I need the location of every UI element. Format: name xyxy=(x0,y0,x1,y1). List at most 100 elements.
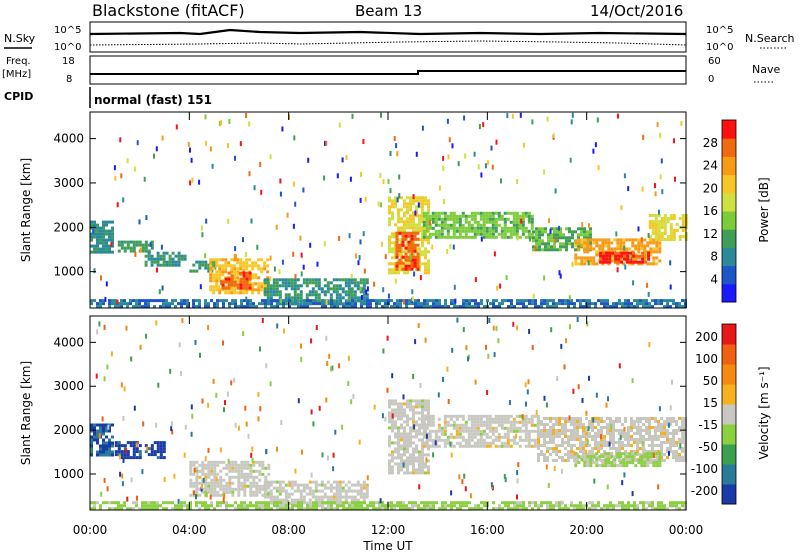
data-cell xyxy=(651,226,655,229)
data-cell xyxy=(636,302,639,306)
data-cell xyxy=(102,450,105,454)
data-cell xyxy=(276,504,279,508)
data-cell xyxy=(651,426,654,429)
data-cell xyxy=(510,302,513,306)
data-cell xyxy=(344,495,348,499)
data-cell xyxy=(195,481,199,485)
data-cell xyxy=(530,423,534,427)
data-cell xyxy=(618,417,621,420)
data-cell xyxy=(363,501,366,505)
data-cell xyxy=(278,293,282,297)
data-cell xyxy=(452,235,456,239)
data-cell xyxy=(222,302,225,306)
data-cell xyxy=(464,444,468,448)
data-cell xyxy=(628,247,632,251)
data-cell xyxy=(255,469,259,473)
noise-cell xyxy=(581,398,584,403)
data-cell xyxy=(317,281,321,285)
data-cell xyxy=(434,435,438,439)
data-cell xyxy=(537,507,540,511)
data-cell xyxy=(479,414,483,418)
noise-cell xyxy=(490,145,493,151)
data-cell xyxy=(630,435,633,438)
data-cell xyxy=(518,223,522,227)
noise-cell xyxy=(136,495,138,501)
data-cell xyxy=(403,211,406,215)
noise-cell xyxy=(415,151,418,157)
data-cell xyxy=(470,229,474,233)
noise-cell xyxy=(302,264,305,270)
data-cell xyxy=(359,278,363,282)
data-cell xyxy=(446,438,450,442)
data-cell xyxy=(288,299,291,303)
data-cell xyxy=(455,217,459,221)
noise-cell xyxy=(454,298,457,304)
data-cell xyxy=(500,217,504,221)
data-cell xyxy=(275,290,279,294)
data-cell xyxy=(93,247,96,251)
data-cell xyxy=(424,402,427,406)
data-cell xyxy=(654,429,657,432)
data-cell xyxy=(347,290,351,294)
data-cell xyxy=(524,420,528,424)
data-cell xyxy=(294,504,297,508)
data-cell xyxy=(491,223,495,227)
data-cell xyxy=(524,423,528,427)
data-cell xyxy=(522,501,525,505)
data-cell xyxy=(306,305,309,309)
data-cell xyxy=(483,501,486,505)
noise-cell xyxy=(516,325,518,331)
data-cell xyxy=(576,426,579,429)
data-cell xyxy=(639,453,642,456)
data-cell xyxy=(488,417,492,421)
noise-cell xyxy=(656,122,659,127)
data-cell xyxy=(204,302,207,306)
noise-cell xyxy=(338,122,341,128)
data-cell xyxy=(543,441,546,444)
data-cell xyxy=(643,458,647,462)
data-cell xyxy=(552,504,555,508)
data-cell xyxy=(550,248,553,252)
noise-cell xyxy=(623,245,626,251)
noise-cell xyxy=(493,352,496,358)
data-cell xyxy=(409,417,412,421)
data-cell xyxy=(579,299,582,303)
data-cell xyxy=(492,299,495,303)
noise-cell xyxy=(486,390,489,395)
data-cell xyxy=(672,429,675,432)
data-cell xyxy=(648,305,651,309)
data-cell xyxy=(601,241,605,245)
data-cell xyxy=(450,504,453,508)
data-cell xyxy=(657,235,661,238)
data-cell xyxy=(633,504,636,508)
noise-cell xyxy=(393,136,396,141)
data-cell xyxy=(102,226,105,230)
data-cell xyxy=(657,232,661,235)
data-cell xyxy=(574,230,577,234)
noise-cell xyxy=(251,457,254,463)
data-cell xyxy=(150,263,154,267)
data-cell xyxy=(216,460,220,464)
data-cell xyxy=(506,420,510,424)
data-cell xyxy=(153,441,157,445)
data-cell xyxy=(171,302,174,306)
noise-cell xyxy=(531,345,534,351)
data-cell xyxy=(422,423,426,427)
data-cell xyxy=(299,489,303,493)
data-cell xyxy=(353,299,357,303)
data-cell xyxy=(594,302,597,306)
data-cell xyxy=(586,455,590,459)
data-cell xyxy=(597,429,600,432)
data-cell xyxy=(252,493,256,497)
data-cell xyxy=(261,487,265,491)
data-cell xyxy=(669,441,672,444)
data-cell xyxy=(510,507,513,511)
data-cell xyxy=(495,507,498,511)
data-cell xyxy=(279,501,282,505)
data-cell xyxy=(473,214,477,218)
data-cell xyxy=(257,282,261,286)
data-cell xyxy=(646,464,650,468)
data-cell xyxy=(582,435,585,438)
data-cell xyxy=(231,466,235,470)
data-cell xyxy=(651,435,654,438)
